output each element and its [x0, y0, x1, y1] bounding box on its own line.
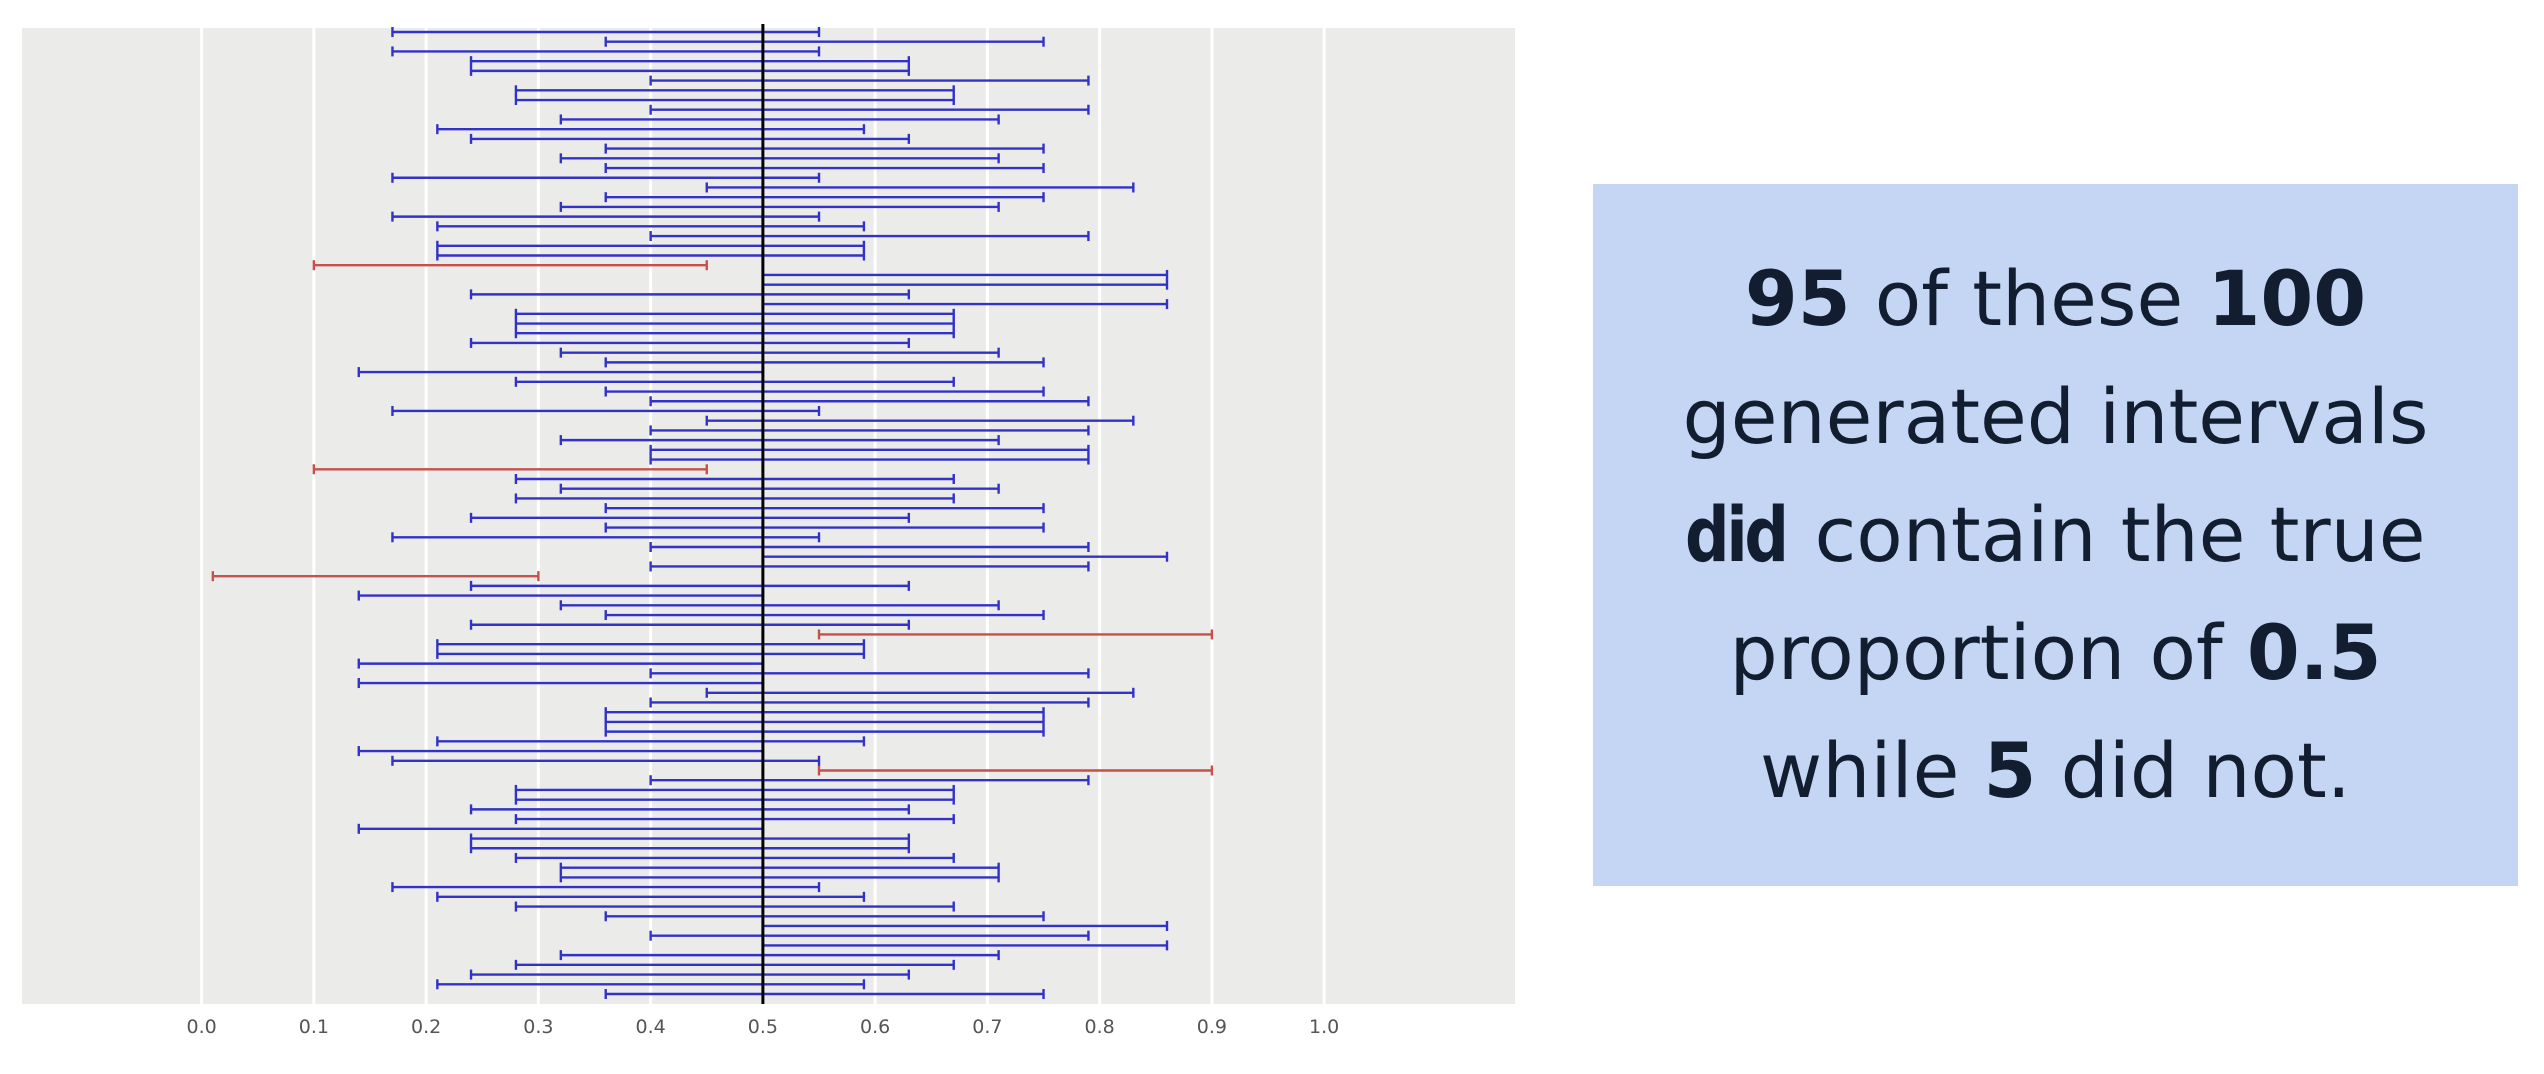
callout-count-contained: 95 — [1744, 254, 1851, 343]
callout-text: did not. — [2036, 726, 2351, 815]
callout-line-3: did contain the true — [1685, 476, 2425, 594]
x-tick-label: 0.9 — [1197, 1016, 1227, 1038]
callout-text: contain the true — [1790, 490, 2426, 579]
callout-count-total: 100 — [2207, 254, 2367, 343]
x-tick-label: 0.4 — [636, 1016, 666, 1038]
callout-true-proportion: 0.5 — [2246, 608, 2382, 697]
callout-text: generated intervals — [1682, 372, 2429, 461]
x-tick-label: 0.8 — [1085, 1016, 1115, 1038]
x-tick-label: 1.0 — [1309, 1016, 1339, 1038]
x-tick-label: 0.1 — [299, 1016, 329, 1038]
callout-text: while — [1760, 726, 1984, 815]
callout-emphasis: did — [1685, 490, 1789, 579]
summary-callout: 95 of these 100 generated intervals did … — [1593, 184, 2518, 886]
callout-line-1: 95 of these 100 — [1745, 240, 2366, 358]
x-tick-label: 0.5 — [748, 1016, 778, 1038]
chart-svg: 0.0 0.1 0.2 0.3 0.4 0.5 0.6 0.7 0.8 0.9 1.0 — [22, 24, 1515, 1038]
callout-count-missed: 5 — [1983, 726, 2037, 815]
callout-line-5: while 5 did not. — [1760, 712, 2351, 830]
callout-text: proportion of — [1729, 608, 2247, 697]
callout-line-4: proportion of 0.5 — [1729, 594, 2381, 712]
callout-line-2: generated intervals — [1682, 358, 2428, 476]
x-tick-label: 0.0 — [186, 1016, 216, 1038]
x-tick-label: 0.7 — [972, 1016, 1002, 1038]
confidence-interval-chart: 0.0 0.1 0.2 0.3 0.4 0.5 0.6 0.7 0.8 0.9 1.0 — [22, 24, 1515, 1038]
x-tick-label: 0.6 — [860, 1016, 890, 1038]
callout-text: of these — [1850, 254, 2208, 343]
x-tick-label: 0.3 — [523, 1016, 553, 1038]
x-tick-label: 0.2 — [411, 1016, 441, 1038]
plot-panel — [22, 28, 1515, 1004]
